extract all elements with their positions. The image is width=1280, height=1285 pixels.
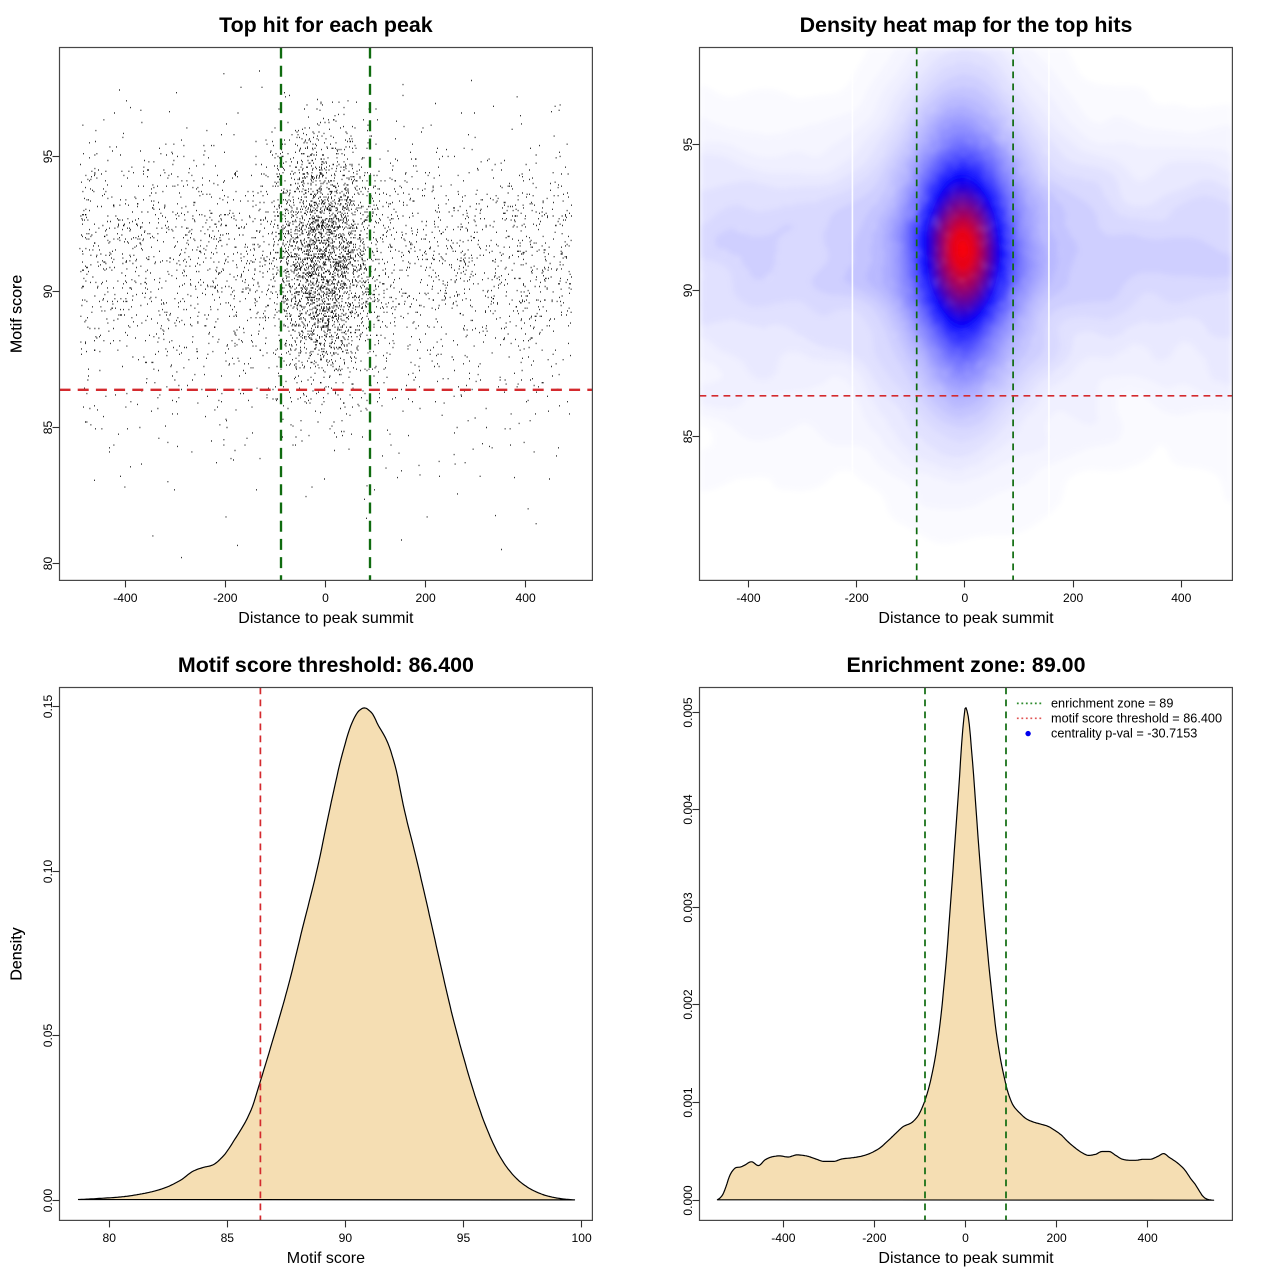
svg-text:Motif score threshold: 86.400: Motif score threshold: 86.400 [178,653,474,677]
svg-text:0: 0 [322,591,329,605]
svg-text:0: 0 [962,591,969,605]
svg-text:100: 100 [572,1231,592,1245]
svg-text:90: 90 [681,284,695,298]
svg-text:400: 400 [516,591,536,605]
svg-text:400: 400 [1138,1231,1158,1245]
svg-text:95: 95 [681,138,695,152]
svg-text:0.004: 0.004 [681,794,695,825]
svg-text:0.05: 0.05 [41,1023,55,1047]
svg-text:Density heat map for the top h: Density heat map for the top hits [800,13,1133,37]
svg-text:Distance to peak summit: Distance to peak summit [238,610,414,627]
svg-text:85: 85 [41,421,55,435]
svg-text:Motif score: Motif score [9,275,26,353]
svg-text:80: 80 [102,1231,116,1245]
svg-text:90: 90 [339,1231,353,1245]
svg-text:0.002: 0.002 [681,989,695,1020]
svg-text:motif score threshold = 86.400: motif score threshold = 86.400 [1051,712,1222,726]
svg-text:200: 200 [1047,1231,1067,1245]
svg-text:95: 95 [41,150,55,164]
svg-text:85: 85 [681,430,695,444]
svg-text:Enrichment zone: 89.00: Enrichment zone: 89.00 [847,653,1086,677]
svg-text:0: 0 [962,1231,969,1245]
svg-text:-400: -400 [771,1231,795,1245]
svg-text:90: 90 [41,285,55,299]
svg-text:0.00: 0.00 [41,1188,55,1212]
svg-text:85: 85 [221,1231,235,1245]
svg-text:0.003: 0.003 [681,892,695,923]
svg-text:0.005: 0.005 [681,697,695,728]
svg-text:0.000: 0.000 [681,1185,695,1216]
svg-text:enrichment zone = 89: enrichment zone = 89 [1051,697,1173,711]
svg-text:0.001: 0.001 [681,1087,695,1118]
svg-text:0.10: 0.10 [41,859,55,883]
svg-text:centrality p-val = -30.7153: centrality p-val = -30.7153 [1051,726,1197,740]
svg-text:-400: -400 [113,591,137,605]
svg-text:Motif score: Motif score [287,1250,365,1267]
svg-text:-200: -200 [845,591,869,605]
svg-text:95: 95 [457,1231,471,1245]
svg-text:Top hit for each peak: Top hit for each peak [219,13,433,37]
svg-text:80: 80 [41,557,55,571]
svg-text:-200: -200 [213,591,237,605]
svg-text:200: 200 [1063,591,1083,605]
svg-text:0.15: 0.15 [41,694,55,718]
svg-text:-200: -200 [862,1231,886,1245]
svg-text:200: 200 [416,591,436,605]
svg-text:400: 400 [1171,591,1191,605]
svg-text:Density: Density [9,927,26,980]
svg-text:Motif score: Motif score [9,275,26,353]
svg-text:Distance to peak summit: Distance to peak summit [878,610,1054,627]
svg-text:Density: Density [9,927,26,980]
svg-text:-400: -400 [736,591,760,605]
svg-text:Distance to peak summit: Distance to peak summit [878,1250,1054,1267]
